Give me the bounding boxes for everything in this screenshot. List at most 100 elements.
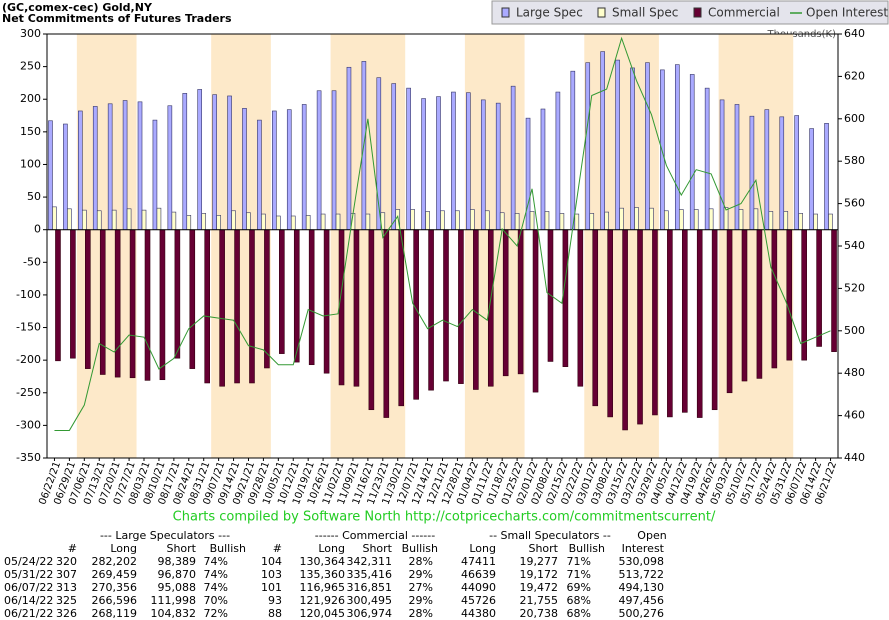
table-date: 06/21/22 [4, 607, 53, 620]
legend-swatch [597, 7, 606, 18]
bar [738, 209, 744, 230]
bar [555, 91, 561, 230]
bar [338, 229, 345, 386]
table-date: 06/07/22 [4, 581, 53, 594]
bar [696, 229, 703, 418]
bar [525, 117, 531, 230]
table-cell: 270,356 [92, 581, 138, 594]
table-cell: 71% [567, 555, 591, 568]
bar [510, 85, 516, 230]
bar [801, 229, 807, 361]
bar [383, 229, 390, 418]
table-cell: 101 [261, 581, 282, 594]
bar [693, 209, 699, 230]
bar [52, 206, 57, 230]
bar [443, 229, 449, 382]
table-cell: 269,459 [92, 568, 138, 581]
bar [425, 211, 430, 230]
bar [514, 213, 520, 230]
table-cell: 104 [261, 555, 282, 568]
bar [667, 229, 673, 418]
table-column-header: Bullish [569, 542, 605, 555]
bar [182, 93, 188, 230]
bar [331, 90, 337, 230]
bar [413, 229, 419, 400]
bar [436, 96, 441, 230]
bar [674, 64, 680, 230]
bar [794, 115, 799, 230]
y2-tick-label: 460 [844, 409, 865, 422]
bar [85, 229, 91, 369]
table-cell: 68% [567, 594, 591, 607]
bar [480, 99, 486, 230]
bar [129, 229, 136, 379]
table-cell: 19,172 [520, 568, 559, 581]
bar [272, 110, 277, 230]
chart-subtitle: Net Commitments of Futures Traders [2, 12, 232, 25]
table-cell: 500,276 [619, 607, 665, 620]
bar [681, 229, 688, 413]
table-date: 06/14/22 [4, 594, 53, 607]
table-cell: 28% [409, 607, 433, 620]
y2-tick-label: 440 [844, 451, 865, 464]
bar [410, 209, 415, 230]
bar [290, 215, 296, 230]
bar [96, 210, 102, 230]
bar [816, 229, 822, 347]
bar [216, 215, 221, 230]
bar [798, 213, 803, 230]
bar [276, 215, 281, 230]
table-cell: 29% [409, 594, 433, 607]
bar [809, 128, 814, 230]
bar [726, 229, 733, 394]
table-column-header: Long [110, 542, 137, 555]
y2-tick-label: 620 [844, 69, 865, 82]
bar [301, 104, 307, 230]
table-cell: 29% [409, 568, 433, 581]
bar [660, 69, 665, 230]
bar [82, 209, 87, 230]
bar [630, 67, 635, 230]
bar [622, 229, 628, 431]
bar [741, 229, 748, 382]
bar [144, 229, 151, 381]
bar [246, 212, 251, 230]
table-cell: 95,088 [158, 581, 197, 594]
table-cell: 45726 [461, 594, 496, 607]
bar [779, 116, 785, 230]
bar [458, 229, 464, 384]
table-cell: 44380 [461, 607, 496, 620]
table-cell: 530,098 [619, 555, 665, 568]
bar [398, 229, 405, 407]
bar [391, 83, 397, 230]
bar [99, 229, 106, 375]
y-tick-label: -350 [16, 451, 41, 464]
bar [711, 229, 718, 411]
bar [70, 229, 76, 359]
table-cell: 116,965 [300, 581, 346, 594]
table-cell: 103 [261, 568, 282, 581]
bar [723, 207, 729, 230]
bar [167, 105, 173, 230]
bar [353, 229, 360, 387]
bar [704, 87, 710, 230]
y2-tick-label: 480 [844, 366, 865, 379]
table-group-header: Open [637, 529, 666, 542]
bar [227, 95, 232, 230]
y2-tick-label: 500 [844, 324, 865, 337]
table-cell: 306,974 [347, 607, 393, 620]
bar [231, 210, 236, 230]
bar [197, 89, 203, 230]
legend-label: Large Spec [516, 6, 583, 20]
table-group-header: --- Large Speculators --- [100, 529, 230, 542]
table-cell: 497,456 [619, 594, 665, 607]
y-tick-label: 250 [20, 60, 41, 73]
bar [279, 229, 285, 354]
table-cell: 68% [567, 607, 591, 620]
bar [421, 98, 426, 230]
table-cell: 69% [567, 581, 591, 594]
bar [719, 99, 725, 230]
bar [159, 229, 166, 381]
table-cell: 316,851 [347, 581, 393, 594]
